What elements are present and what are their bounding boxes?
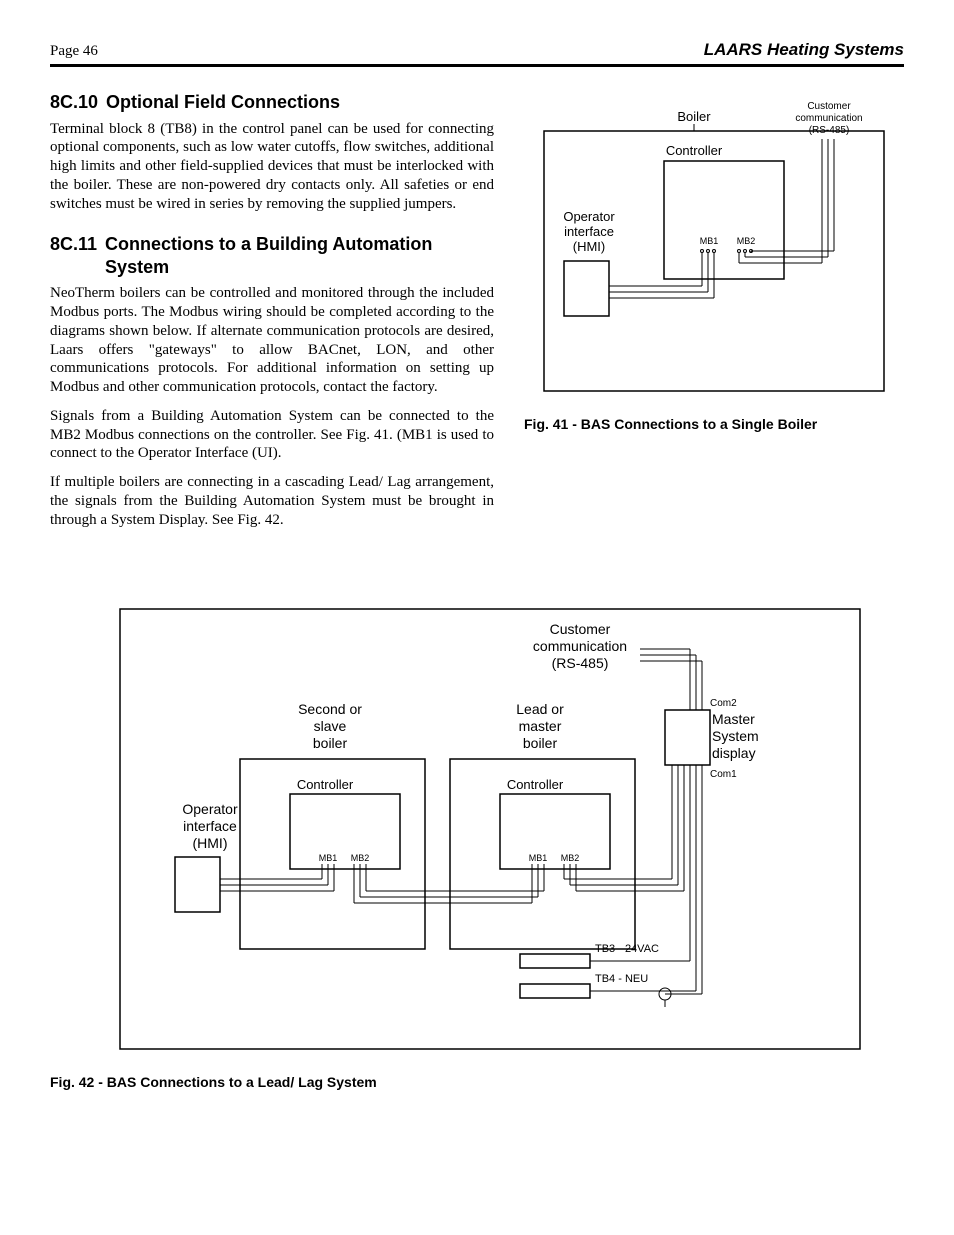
tb3-label: TB3 - 24VAC bbox=[595, 943, 659, 955]
tb4-label: TB4 - NEU bbox=[595, 973, 648, 985]
mb1-label: MB1 bbox=[700, 236, 719, 246]
boiler-label: Boiler bbox=[677, 109, 711, 124]
customer-label-1: Customer bbox=[550, 621, 611, 637]
section1-para1: Terminal block 8 (TB8) in the control pa… bbox=[50, 120, 494, 214]
figure-42-diagram: Customer communication (RS-485) Com2 Mas… bbox=[110, 599, 870, 1059]
section-8c10-heading: 8C.10 Optional Field Connections bbox=[50, 91, 494, 114]
section-title: Optional Field Connections bbox=[106, 91, 340, 114]
mb2-label: MB2 bbox=[737, 236, 756, 246]
mb1-label-master: MB1 bbox=[529, 853, 548, 863]
operator-label-2: interface bbox=[183, 818, 237, 834]
upper-columns: 8C.10 Optional Field Connections Termina… bbox=[50, 91, 904, 539]
page-header: Page 46 LAARS Heating Systems bbox=[50, 40, 904, 67]
customer-label-2: communication bbox=[795, 113, 862, 124]
lead-label-2: master bbox=[519, 718, 562, 734]
operator-label-3: (HMI) bbox=[193, 835, 228, 851]
figure-41-block: Boiler Customer communication (RS-485) C… bbox=[524, 91, 904, 432]
operator-label-1: Operator bbox=[563, 209, 615, 224]
controller-label-master: Controller bbox=[507, 777, 564, 792]
com1-label: Com1 bbox=[710, 769, 737, 780]
operator-label-3: (HMI) bbox=[573, 239, 606, 254]
section2-para2: Signals from a Building Automation Syste… bbox=[50, 407, 494, 463]
figure-42-block: Customer communication (RS-485) Com2 Mas… bbox=[50, 599, 904, 1090]
section-number: 8C.11 bbox=[50, 233, 97, 256]
second-label-2: slave bbox=[314, 718, 347, 734]
figure-41-diagram: Boiler Customer communication (RS-485) C… bbox=[524, 91, 904, 401]
customer-label-2: communication bbox=[533, 638, 627, 654]
mb2-label-master: MB2 bbox=[561, 853, 580, 863]
second-label-1: Second or bbox=[298, 701, 362, 717]
figure-41-caption: Fig. 41 - BAS Connections to a Single Bo… bbox=[524, 416, 904, 432]
lead-label-1: Lead or bbox=[516, 701, 564, 717]
section2-para3: If multiple boilers are connecting in a … bbox=[50, 473, 494, 529]
section-title: Connections to a Building Automation Sys… bbox=[105, 233, 494, 278]
com2-label: Com2 bbox=[710, 698, 737, 709]
controller-label: Controller bbox=[666, 143, 723, 158]
mb1-label-slave: MB1 bbox=[319, 853, 338, 863]
section-number: 8C.10 bbox=[50, 91, 98, 114]
operator-label-1: Operator bbox=[182, 801, 238, 817]
section-8c11-heading: 8C.11 Connections to a Building Automati… bbox=[50, 233, 494, 278]
mb2-label-slave: MB2 bbox=[351, 853, 370, 863]
brand-title: LAARS Heating Systems bbox=[704, 40, 904, 60]
master-label-3: display bbox=[712, 745, 756, 761]
page-number: Page 46 bbox=[50, 43, 98, 60]
lead-label-3: boiler bbox=[523, 735, 558, 751]
master-label-2: System bbox=[712, 728, 759, 744]
customer-label-3: (RS-485) bbox=[809, 125, 850, 136]
master-label-1: Master bbox=[712, 711, 755, 727]
customer-label-3: (RS-485) bbox=[552, 655, 609, 671]
section2-para1: NeoTherm boilers can be controlled and m… bbox=[50, 284, 494, 397]
figure-42-caption: Fig. 42 - BAS Connections to a Lead/ Lag… bbox=[50, 1074, 904, 1090]
left-text-column: 8C.10 Optional Field Connections Termina… bbox=[50, 91, 494, 539]
controller-label-slave: Controller bbox=[297, 777, 354, 792]
second-label-3: boiler bbox=[313, 735, 348, 751]
operator-label-2: interface bbox=[564, 224, 614, 239]
customer-label-1: Customer bbox=[807, 101, 851, 112]
